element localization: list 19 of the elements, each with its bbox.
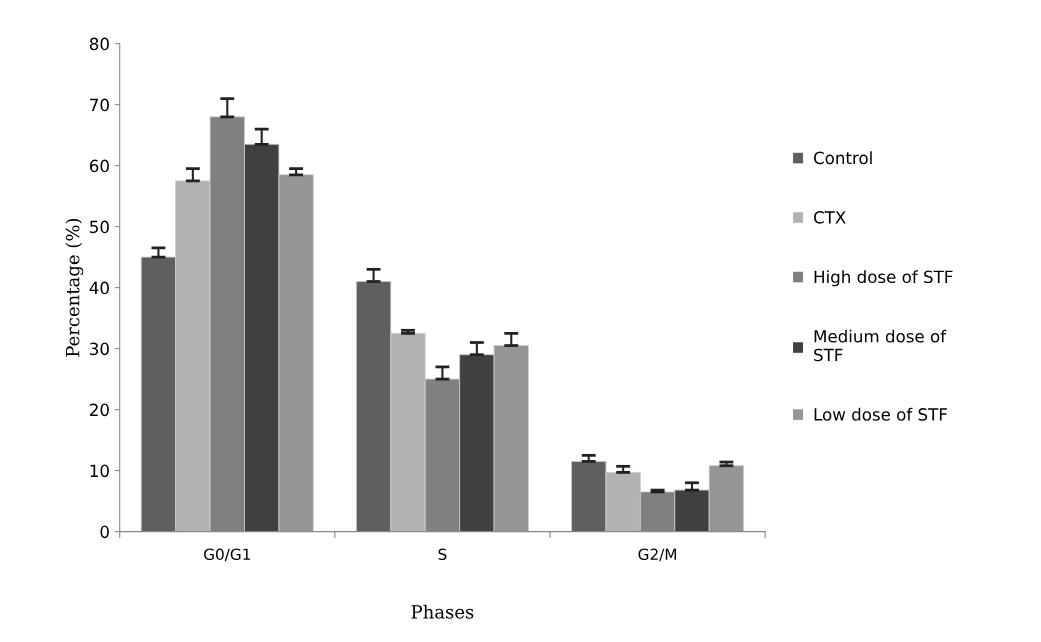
x-tick-label: S xyxy=(438,548,447,561)
legend-label: CTX xyxy=(813,211,846,224)
legend-label: Low dose of STF xyxy=(814,407,947,421)
y-tick-label: 60 xyxy=(89,159,109,173)
y-tick-label: 20 xyxy=(90,403,109,417)
y-axis-title: Percentage (%) xyxy=(65,218,84,357)
x-tick-label: G2/M xyxy=(638,548,677,562)
legend-label: High dose of STF xyxy=(814,270,953,287)
y-tick-label: 80 xyxy=(89,37,109,51)
x-axis-title: Phases xyxy=(411,604,474,619)
x-tick-label: G0/G1 xyxy=(204,548,251,562)
legend-label: Medium dose of STF xyxy=(814,329,947,362)
y-tick-label: 30 xyxy=(90,342,109,356)
y-tick-label: 0 xyxy=(100,525,109,539)
y-tick-label: 70 xyxy=(90,98,109,112)
legend-label: Control xyxy=(813,151,872,165)
y-tick-label: 50 xyxy=(90,220,109,234)
y-tick-label: 10 xyxy=(90,464,109,478)
y-tick-label: 40 xyxy=(89,281,109,295)
